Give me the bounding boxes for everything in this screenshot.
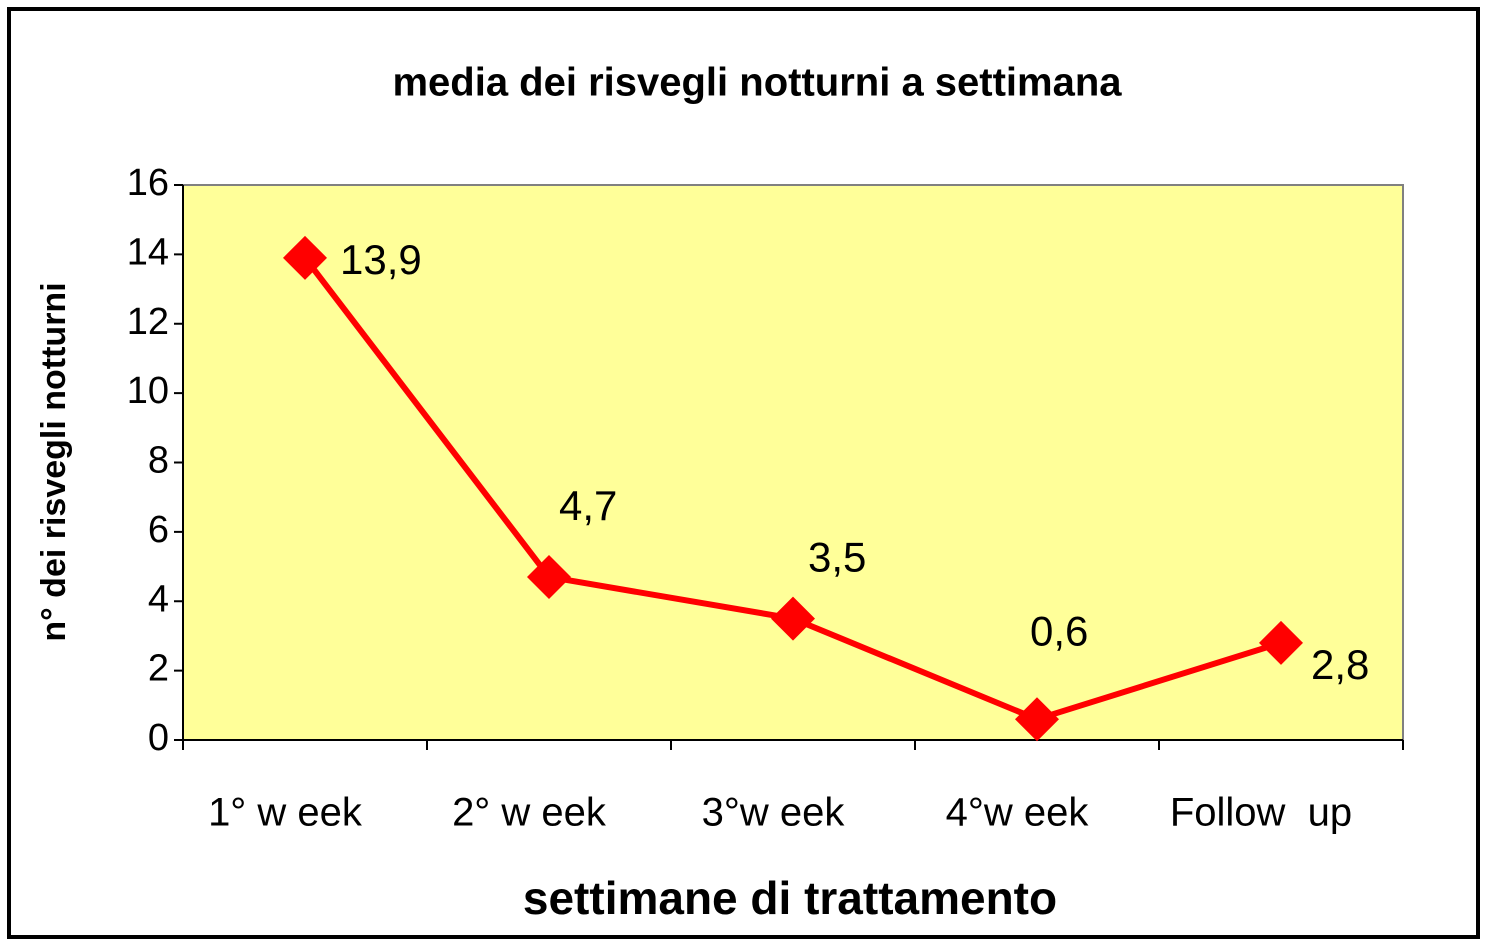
x-tick-label: 4°w eek bbox=[946, 791, 1090, 835]
marker bbox=[1259, 620, 1303, 665]
x-tick-label: 1° w eek bbox=[208, 791, 363, 835]
marker bbox=[283, 235, 327, 280]
data-label: 13,9 bbox=[340, 236, 422, 283]
marker bbox=[527, 554, 571, 599]
y-tick-label: 16 bbox=[127, 162, 169, 204]
x-tick-label: 2° w eek bbox=[452, 791, 607, 835]
marker bbox=[1015, 697, 1059, 742]
data-label: 4,7 bbox=[559, 482, 617, 529]
marker bbox=[771, 596, 815, 641]
y-tick-label: 12 bbox=[127, 301, 169, 343]
data-label: 3,5 bbox=[808, 534, 866, 581]
x-axis-title: settimane di trattamento bbox=[523, 872, 1057, 924]
y-tick-label: 4 bbox=[148, 578, 169, 620]
y-tick-label: 8 bbox=[148, 440, 169, 482]
y-tick-label: 0 bbox=[148, 717, 169, 759]
x-tick-label: 3°w eek bbox=[702, 791, 846, 835]
y-tick-label: 6 bbox=[148, 509, 169, 551]
plot-area bbox=[182, 184, 1404, 741]
data-label: 2,8 bbox=[1311, 641, 1369, 688]
chart-title: media dei risvegli notturni a settimana bbox=[392, 61, 1122, 105]
data-label: 0,6 bbox=[1030, 607, 1088, 654]
y-axis-title: n° dei risvegli notturni bbox=[35, 282, 73, 641]
y-tick-label: 10 bbox=[127, 370, 169, 412]
x-tick-label: Follow up bbox=[1170, 791, 1352, 835]
y-tick-label: 2 bbox=[148, 648, 169, 690]
y-tick-label: 14 bbox=[127, 231, 169, 273]
